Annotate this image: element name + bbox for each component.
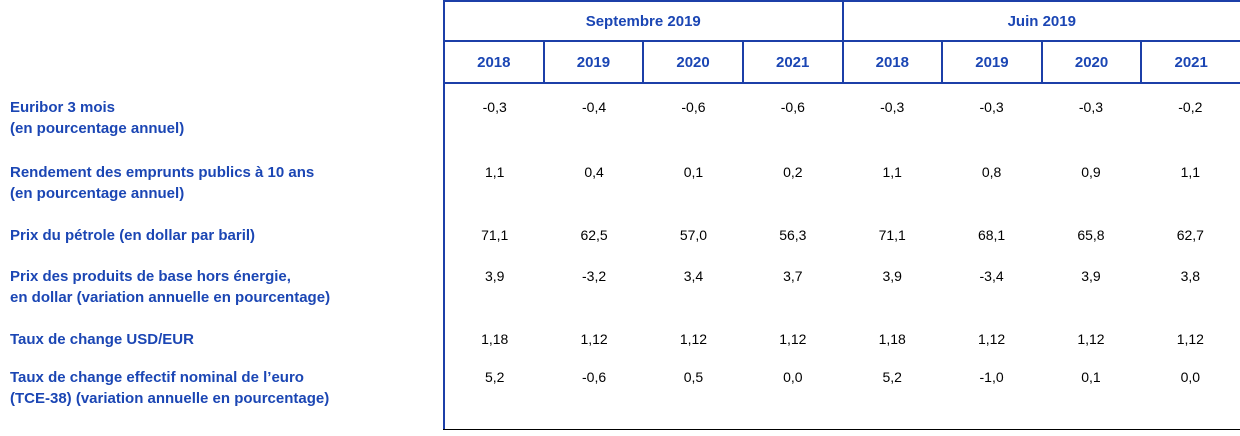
bottom-rule	[443, 429, 1240, 430]
year-header: 2020	[1040, 42, 1141, 84]
value-cell: 3,8	[1180, 268, 1201, 284]
value-cell: -0,3	[979, 99, 1004, 115]
row-label-line: en dollar (variation annuelle en pourcen…	[10, 289, 331, 306]
year-header: 2019	[941, 42, 1041, 84]
value-cell: -1,0	[979, 369, 1004, 385]
column-group-row: Septembre 2019 Juin 2019	[0, 0, 1240, 42]
value-cell: 0,8	[981, 164, 1002, 180]
value-cell: 0,4	[584, 164, 604, 180]
value-cell: 1,12	[580, 331, 608, 347]
value-cell: 5,2	[882, 369, 902, 385]
value-cell: 62,7	[1176, 227, 1204, 243]
value-cell: 62,5	[580, 227, 608, 243]
value-cell: 0,2	[783, 164, 803, 180]
value-cell: 0,5	[683, 369, 704, 385]
value-cell: 1,1	[1180, 164, 1201, 180]
value-cell: -3,2	[582, 268, 607, 284]
value-cell: 1,12	[1176, 331, 1204, 347]
year-header-row: 2018 2019 2020 2021 2018 2019 2020 2021	[0, 42, 1240, 84]
label-column-spacer	[0, 0, 445, 42]
value-cell: -0,6	[780, 99, 805, 115]
row-label-line: (TCE-38) (variation annuelle en pourcent…	[10, 390, 330, 407]
table-row-prix-produits-de-base: Prix des produits de base hors énergie, …	[0, 266, 1240, 308]
value-cell: -0,6	[681, 99, 706, 115]
value-cell: 0,0	[1180, 369, 1201, 385]
table-row-taux-change-usd-eur: Taux de change USD/EUR 1,18 1,12 1,12 1,…	[0, 329, 1240, 350]
value-cell: 1,1	[484, 164, 505, 180]
column-group-juin-2019: Juin 2019	[841, 0, 1240, 42]
year-header: 2021	[741, 42, 842, 84]
value-cell: 1,1	[882, 164, 902, 180]
table-row-rendement-emprunts-publics: Rendement des emprunts publics à 10 ans …	[0, 162, 1240, 204]
table-body: Euribor 3 mois (en pourcentage annuel) -…	[0, 97, 1240, 409]
row-label-line: Euribor 3 mois	[10, 99, 116, 116]
value-cell: -3,4	[979, 268, 1004, 284]
row-label: Rendement des emprunts publics à 10 ans …	[0, 162, 445, 204]
table-row-taux-change-effectif-nominal: Taux de change effectif nominal de l’eur…	[0, 367, 1240, 409]
value-cell: -0,3	[482, 99, 507, 115]
value-cell: 65,8	[1077, 227, 1105, 243]
value-cell: 68,1	[977, 227, 1006, 243]
left-vertical-rule	[443, 0, 445, 430]
value-cell: 3,9	[484, 268, 505, 284]
row-label-line: (en pourcentage annuel)	[10, 120, 185, 137]
value-cell: 56,3	[779, 227, 807, 243]
table-row-prix-du-petrole: Prix du pétrole (en dollar par baril) 71…	[0, 225, 1240, 246]
value-cell: 3,9	[882, 268, 902, 284]
value-cell: 1,18	[481, 331, 509, 347]
table-row-euribor-3-mois: Euribor 3 mois (en pourcentage annuel) -…	[0, 97, 1240, 139]
year-header: 2020	[642, 42, 742, 84]
value-cell: 71,1	[878, 227, 906, 243]
value-cell: 0,1	[1081, 369, 1101, 385]
year-header: 2019	[542, 42, 643, 84]
value-cell: 5,2	[484, 369, 505, 385]
value-cell: -0,3	[1078, 99, 1103, 115]
value-cell: 3,9	[1081, 268, 1101, 284]
value-cell: 1,12	[977, 331, 1006, 347]
value-cell: 3,4	[683, 268, 704, 284]
year-header: 2018	[841, 42, 942, 84]
row-label-line: Taux de change USD/EUR	[10, 331, 194, 348]
value-cell: -0,3	[880, 99, 905, 115]
value-cell: 0,9	[1081, 164, 1101, 180]
row-label: Euribor 3 mois (en pourcentage annuel)	[0, 97, 445, 139]
row-label: Taux de change USD/EUR	[0, 329, 445, 350]
year-header: 2021	[1140, 42, 1240, 84]
row-label: Taux de change effectif nominal de l’eur…	[0, 367, 445, 409]
value-cell: 1,12	[679, 331, 708, 347]
value-cell: 71,1	[481, 227, 509, 243]
value-cell: 1,18	[878, 331, 906, 347]
column-group-septembre-2019: Septembre 2019	[445, 0, 842, 42]
value-cell: -0,2	[1178, 99, 1203, 115]
row-label-line: (en pourcentage annuel)	[10, 185, 185, 202]
year-header: 2018	[445, 42, 543, 84]
row-label-line: Prix du pétrole (en dollar par baril)	[10, 227, 256, 244]
row-label-line: Prix des produits de base hors énergie,	[10, 268, 291, 285]
value-cell: 3,7	[783, 268, 803, 284]
value-cell: 0,0	[783, 369, 803, 385]
value-cell: 0,1	[683, 164, 704, 180]
row-label: Prix des produits de base hors énergie, …	[0, 266, 445, 308]
value-cell: 1,12	[779, 331, 807, 347]
label-column-spacer	[0, 42, 445, 84]
row-label-line: Rendement des emprunts publics à 10 ans	[10, 164, 315, 181]
row-label-line: Taux de change effectif nominal de l’eur…	[10, 369, 304, 386]
value-cell: -0,4	[582, 99, 607, 115]
value-cell: 1,12	[1077, 331, 1105, 347]
value-cell: -0,6	[582, 369, 607, 385]
value-cell: 57,0	[679, 227, 708, 243]
row-label: Prix du pétrole (en dollar par baril)	[0, 225, 445, 246]
